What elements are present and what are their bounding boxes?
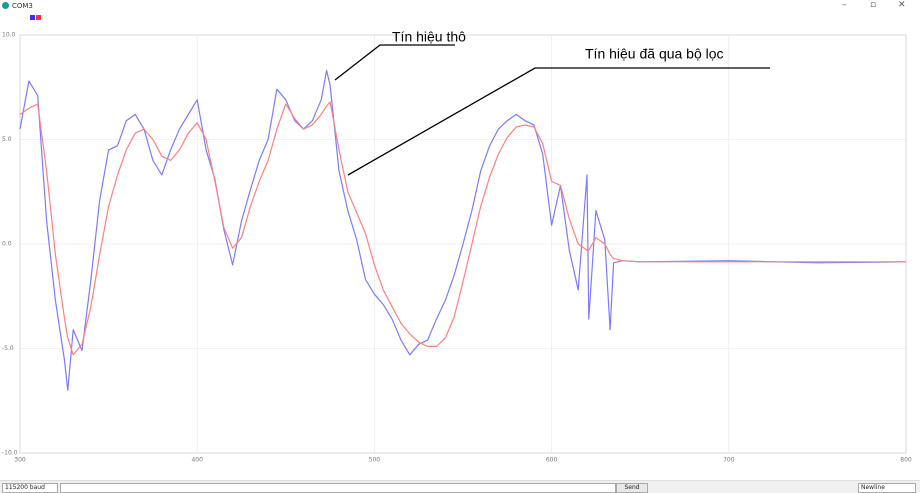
annotation: Tín hiệu thô [392, 29, 466, 45]
app-icon [2, 2, 9, 9]
maximize-button[interactable]: ▫ [870, 0, 877, 10]
minimize-button[interactable]: – [842, 0, 847, 10]
x-tick-label: 500 [369, 457, 381, 464]
x-tick-label: 300 [14, 457, 26, 464]
plot-frame [19, 34, 907, 454]
legend-swatch [36, 15, 41, 20]
plot-area: Tín hiệu thô Tín hiệu đã qua bộ lọc 10.0… [2, 15, 912, 464]
y-tick-label: 0.0 [2, 241, 12, 248]
window-title: COM3 [12, 2, 33, 10]
series-line [19, 101, 906, 356]
control-bar: 115200 baud Send Newline [0, 480, 920, 493]
y-tick-label: -5.0 [2, 345, 14, 352]
y-tick-label: 10.0 [2, 32, 16, 39]
title-bar: COM3 – ▫ ✕ [0, 0, 920, 12]
y-tick-label: 5.0 [2, 136, 12, 143]
y-tick-label: -10.0 [2, 450, 18, 457]
annotation: Tín hiệu đã qua bộ lọc [585, 46, 724, 62]
x-tick-label: 800 [900, 457, 912, 464]
legend-swatch [30, 15, 35, 20]
close-button[interactable]: ✕ [898, 0, 906, 10]
x-tick-label: 700 [723, 457, 735, 464]
annotation-arrow [334, 44, 455, 81]
series-line [19, 69, 907, 391]
annotation-arrow [347, 67, 770, 176]
x-tick-label: 400 [191, 457, 203, 464]
x-tick-label: 600 [546, 457, 558, 464]
